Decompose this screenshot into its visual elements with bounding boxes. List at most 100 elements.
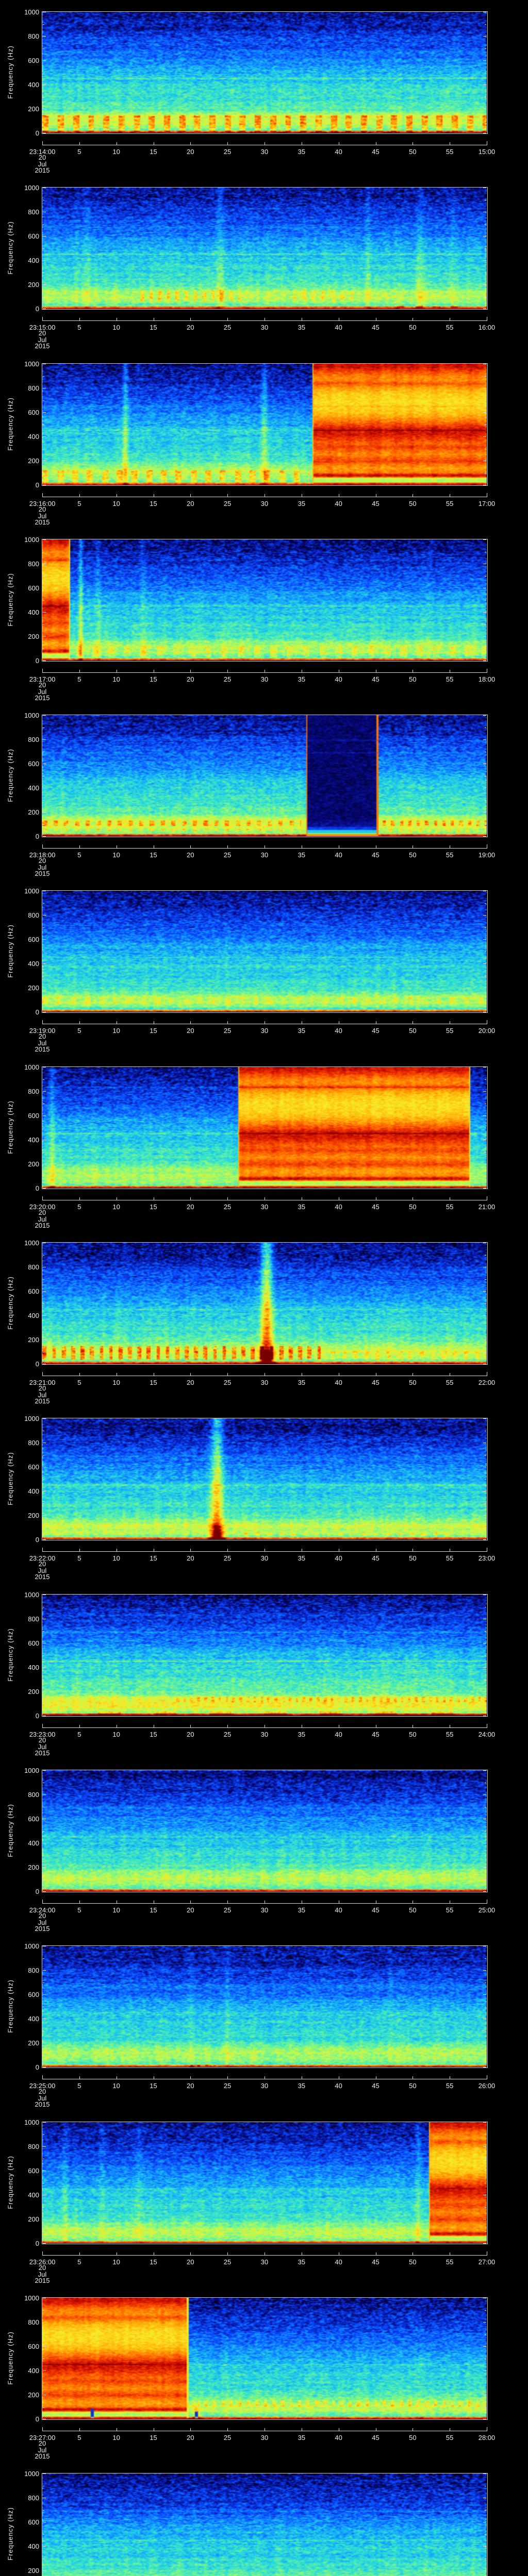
- spectrogram-panel: Frequency (Hz) 23:15:00 16:00 20 Jul 201…: [0, 176, 528, 352]
- x-tick-label: 30: [260, 500, 269, 507]
- y-tick-mark-right: [485, 2231, 486, 2232]
- y-tick-mark-left: [43, 2207, 44, 2208]
- y-tick-label: 800: [28, 1439, 39, 1447]
- y-tick-mark-right: [483, 2570, 486, 2571]
- y-tick-mark-right: [485, 1279, 486, 1280]
- x-tick-label: 25: [223, 1379, 232, 1386]
- x-tick-mark: [79, 670, 80, 672]
- x-axis-line: [42, 1551, 487, 1552]
- start-date: 20 Jul 2015: [35, 1561, 50, 1581]
- x-tick-label: 30: [260, 1731, 269, 1738]
- start-date: 20 Jul 2015: [35, 2088, 50, 2108]
- x-tick-label: 25: [223, 2258, 232, 2266]
- date-day: 20: [38, 2439, 46, 2447]
- y-tick-mark-right: [483, 1491, 486, 1492]
- x-tick-label: 5: [77, 500, 81, 507]
- y-tick-label: 0: [35, 305, 39, 313]
- y-tick-mark-right: [483, 1418, 486, 1419]
- x-tick-label: 55: [446, 1906, 454, 1914]
- x-tick-mark: [190, 318, 191, 320]
- spectrogram-panel: Frequency (Hz) 23:25:00 26:00 20 Jul 201…: [0, 1934, 528, 2110]
- x-tick-label: 5: [77, 1379, 81, 1386]
- y-tick-mark-left: [43, 1879, 44, 1880]
- x-tick-label: 20: [187, 2082, 194, 2090]
- x-axis-end-time: 18:00: [478, 675, 496, 683]
- y-tick-label: 400: [28, 81, 39, 89]
- x-tick-mark: [79, 2076, 80, 2079]
- x-axis-start-time: 23:17:00: [29, 675, 56, 683]
- x-axis-start-time: 23:27:00: [29, 2434, 56, 2442]
- x-tick-mark: [190, 1901, 191, 1903]
- x-tick-label: 15: [150, 675, 157, 683]
- x-tick-label: 45: [372, 1203, 380, 1211]
- y-tick-label: 600: [28, 57, 39, 64]
- y-tick-label: 0: [35, 1008, 39, 1016]
- date-day: 20: [38, 857, 46, 865]
- x-tick-label: 40: [335, 148, 342, 156]
- y-tick-label: 0: [35, 2063, 39, 2071]
- x-tick-label: 15: [150, 1027, 157, 1035]
- y-tick-mark-right: [485, 2055, 486, 2056]
- date-month: Jul: [38, 1215, 47, 1223]
- y-tick-label: 400: [28, 608, 39, 616]
- x-tick-label: 50: [409, 1203, 417, 1211]
- y-tick-mark-left: [43, 400, 44, 401]
- x-tick-label: 10: [112, 851, 120, 859]
- x-tick-label: 50: [409, 1027, 417, 1035]
- y-tick-mark-left: [43, 36, 46, 37]
- y-tick-mark-right: [485, 2558, 486, 2559]
- x-tick-label: 40: [335, 675, 342, 683]
- x-tick-mark: [412, 1021, 414, 1024]
- x-tick-mark: [79, 2252, 80, 2255]
- x-tick-label: 15: [150, 500, 157, 507]
- y-tick-label: 200: [28, 1336, 39, 1344]
- x-tick-mark: [412, 845, 414, 848]
- y-tick-mark-right: [485, 1255, 486, 1256]
- y-tick-label: 200: [28, 105, 39, 113]
- y-tick-mark-left: [43, 2310, 44, 2311]
- y-tick-label: 400: [28, 2543, 39, 2550]
- y-tick-mark-left: [43, 727, 44, 728]
- y-tick-mark-right: [485, 24, 486, 25]
- y-tick-mark-right: [485, 2310, 486, 2311]
- x-tick-label: 50: [409, 2082, 417, 2090]
- x-axis-start-time: 23:26:00: [29, 2258, 56, 2266]
- spectrogram-image: [42, 1067, 487, 1188]
- y-tick-mark-left: [43, 1794, 46, 1795]
- y-tick-mark-right: [483, 260, 486, 261]
- x-tick-label: 5: [77, 1203, 81, 1211]
- y-tick-mark-left: [43, 1667, 46, 1668]
- y-tick-label: 200: [28, 984, 39, 992]
- x-tick-mark: [412, 1373, 414, 1376]
- y-tick-mark-right: [485, 575, 486, 577]
- x-tick-mark: [42, 141, 43, 145]
- start-date: 20 Jul 2015: [35, 1912, 50, 1933]
- x-tick-label: 25: [223, 1554, 232, 1562]
- spectrogram-panel: Frequency (Hz) 23:21:00 22:00 20 Jul 201…: [0, 1231, 528, 1406]
- x-tick-label: 55: [446, 148, 454, 156]
- x-tick-label: 10: [112, 675, 120, 683]
- y-tick-mark-right: [483, 84, 486, 85]
- y-tick-mark-left: [43, 836, 46, 837]
- y-tick-label: 800: [28, 560, 39, 568]
- x-axis-end-time: 27:00: [478, 2258, 496, 2266]
- y-axis-label: Frequency (Hz): [6, 1979, 14, 2033]
- y-tick-mark-right: [485, 903, 486, 904]
- spectrogram-image: [42, 715, 487, 836]
- y-tick-label: 1000: [24, 184, 39, 192]
- date-month: Jul: [38, 1742, 47, 1751]
- y-tick-mark-left: [43, 1479, 44, 1480]
- y-tick-label: 800: [28, 2143, 39, 2150]
- y-tick-label: 200: [28, 457, 39, 465]
- y-tick-label: 600: [28, 409, 39, 416]
- x-tick-mark: [227, 1901, 228, 1903]
- y-tick-mark-left: [43, 715, 46, 716]
- y-tick-label: 600: [28, 1287, 39, 1295]
- y-tick-mark-right: [483, 1515, 486, 1516]
- y-tick-label: 0: [35, 129, 39, 137]
- x-tick-label: 25: [223, 2434, 232, 2442]
- x-tick-label: 5: [77, 2258, 81, 2266]
- date-month: Jul: [38, 1039, 47, 1047]
- x-tick-label: 35: [298, 675, 306, 683]
- x-tick-label: 55: [446, 1203, 454, 1211]
